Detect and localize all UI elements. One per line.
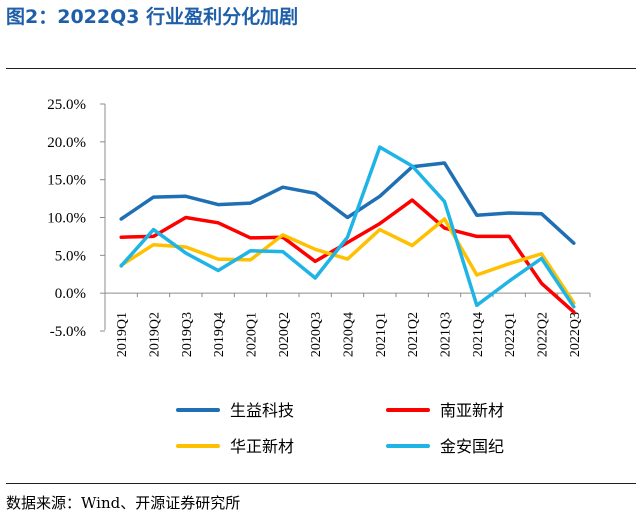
x-tick-label: 2019Q1 <box>115 312 130 357</box>
legend-label: 生益科技 <box>230 401 294 420</box>
series-line-3 <box>119 217 576 305</box>
x-tick-label: 2021Q2 <box>406 312 421 357</box>
y-tick-label: 0.0% <box>55 286 86 302</box>
legend-label: 南亚新材 <box>440 401 504 420</box>
y-tick-label: 25.0% <box>47 97 86 113</box>
legend-label: 金安国纪 <box>440 437 504 456</box>
series-lines <box>119 145 576 314</box>
x-tick-label: 2020Q3 <box>309 312 324 357</box>
series-line-2 <box>119 198 576 314</box>
top-rule <box>6 68 636 69</box>
figure-title: 图2：2022Q3 行业盈利分化加剧 <box>6 6 299 28</box>
x-tick-label: 2022Q3 <box>568 312 583 357</box>
legend-item: 金安国纪 <box>386 437 504 456</box>
legend-label: 华正新材 <box>230 437 294 456</box>
x-axis: 2019Q1 2019Q2 2019Q3 2019Q4 2020Q1 2020Q2 2020… <box>105 292 591 357</box>
x-tick-label: 2021Q3 <box>439 312 454 357</box>
y-axis-ticks: 25.0% 20.0% 15.0% 10.0% 5.0% 0.0% -5.0% <box>47 97 105 340</box>
y-tick-label: 15.0% <box>47 173 86 189</box>
x-tick-label: 2019Q3 <box>180 312 195 357</box>
x-tick-label: 2022Q2 <box>536 312 551 357</box>
x-tick-label: 2019Q2 <box>148 312 163 357</box>
y-tick-label: -5.0% <box>50 324 86 340</box>
x-tick-label: 2019Q4 <box>212 312 227 357</box>
x-tick-label: 2021Q4 <box>471 312 486 357</box>
x-tick-label: 2020Q4 <box>342 312 357 357</box>
x-tick-label: 2022Q1 <box>503 312 518 357</box>
series-line-4 <box>119 145 576 309</box>
series-line-1 <box>119 161 576 245</box>
legend-item: 生益科技 <box>176 401 294 420</box>
y-tick-label: 10.0% <box>47 211 86 227</box>
source-note: 数据来源：Wind、开源证券研究所 <box>6 494 241 512</box>
y-tick-label: 20.0% <box>47 135 86 151</box>
y-tick-label: 5.0% <box>55 248 86 264</box>
bottom-rule <box>6 483 636 484</box>
x-tick-label: 2020Q2 <box>277 312 292 357</box>
x-tick-label: 2020Q1 <box>245 312 260 357</box>
x-tick-label: 2021Q1 <box>374 312 389 357</box>
legend-item: 华正新材 <box>176 437 294 456</box>
legend-item: 南亚新材 <box>386 401 504 420</box>
